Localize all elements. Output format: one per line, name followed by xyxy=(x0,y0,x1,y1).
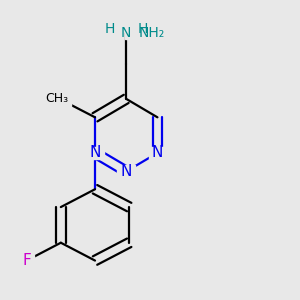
Text: N: N xyxy=(152,146,163,160)
Text: N: N xyxy=(121,26,131,40)
Bar xyxy=(41,92,71,106)
Text: N: N xyxy=(89,146,101,160)
Text: H: H xyxy=(105,22,115,36)
Text: F: F xyxy=(22,253,31,268)
Text: H: H xyxy=(137,22,148,36)
Text: CH₃: CH₃ xyxy=(45,92,68,105)
Bar xyxy=(86,147,104,159)
Bar xyxy=(148,147,166,159)
Text: N: N xyxy=(121,164,132,179)
Bar xyxy=(125,27,152,38)
Bar xyxy=(19,255,34,266)
Bar xyxy=(117,166,135,177)
Text: NH₂: NH₂ xyxy=(139,26,165,40)
